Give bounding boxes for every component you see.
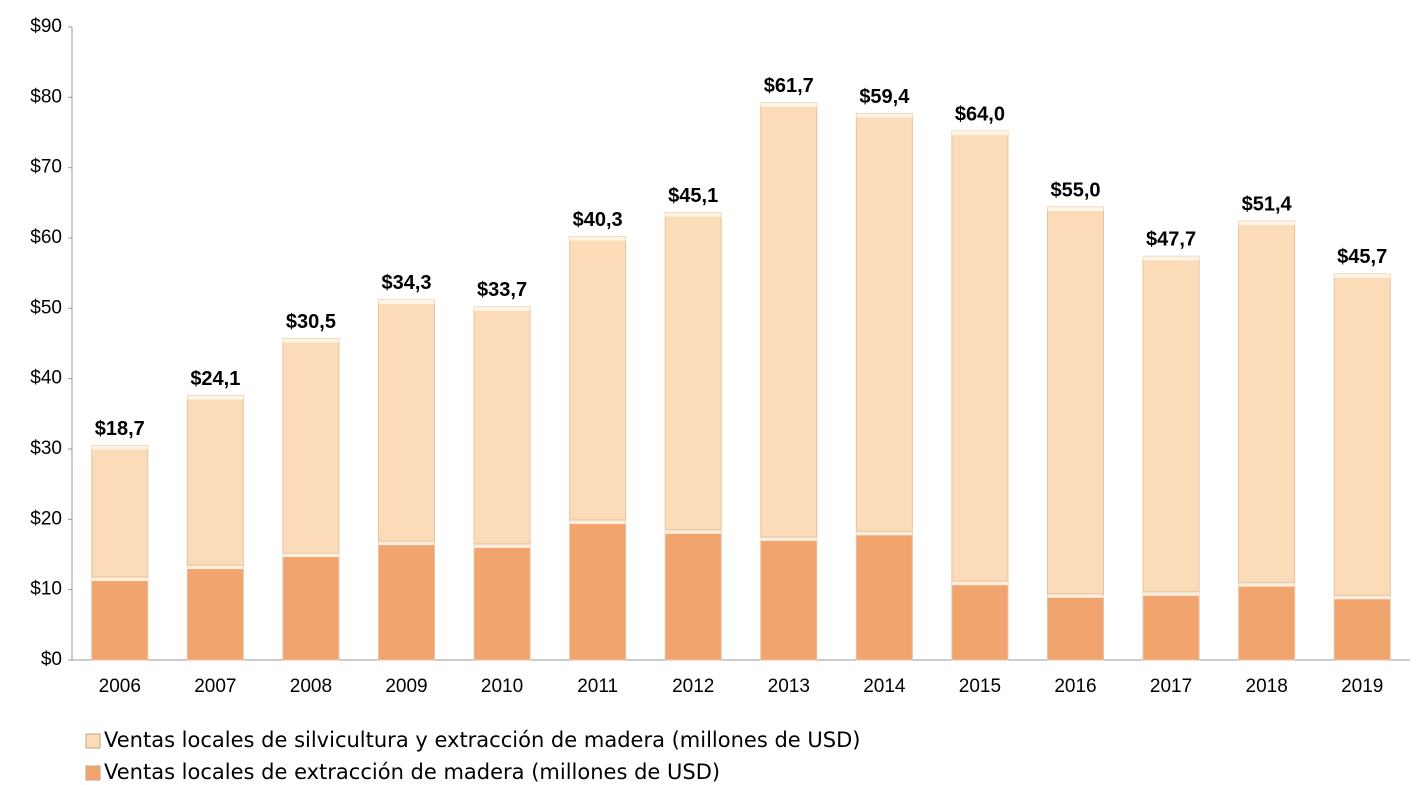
bar-segment [951, 130, 1009, 582]
bar-segment [569, 236, 627, 521]
y-tick-label: $90 [30, 16, 62, 37]
x-tick-label: 2009 [385, 676, 427, 697]
legend-swatch [85, 765, 101, 781]
bar-segment [760, 536, 818, 661]
y-tick-label: $60 [30, 227, 62, 248]
x-tick-label: 2014 [863, 676, 906, 697]
value-label: $64,0 [955, 103, 1005, 125]
bar-segment [951, 580, 1009, 661]
bar-cap [665, 529, 722, 534]
bar-segment [664, 529, 722, 661]
value-label: $45,1 [668, 185, 718, 207]
y-tick-label: $50 [30, 297, 62, 318]
value-label: $51,4 [1242, 193, 1293, 215]
bar-segment [664, 212, 722, 531]
bar-segment [569, 519, 627, 661]
bar-cap [856, 113, 913, 118]
bar-cap [1238, 221, 1295, 226]
bar-cap [378, 299, 435, 304]
x-tick-label: 2017 [1150, 676, 1192, 697]
bar-cap [569, 520, 626, 525]
legend-swatch [85, 733, 101, 749]
bar-segment [1047, 593, 1104, 661]
legend-label: Ventas locales de silvicultura y extracc… [104, 728, 860, 752]
bar-segment [1333, 594, 1391, 661]
bar-segment [282, 338, 340, 554]
bar-cap [1334, 273, 1391, 278]
bar-cap [474, 543, 531, 548]
x-tick-label: 2011 [577, 676, 618, 697]
bar-segment [473, 543, 531, 661]
x-tick-label: 2010 [481, 676, 523, 697]
bar-segment [855, 530, 913, 661]
bar-cap [1334, 595, 1391, 600]
bar-cap [1047, 593, 1104, 598]
bar-cap [1143, 256, 1200, 261]
bar-segment [1047, 206, 1104, 595]
legend-label: Ventas locales de extracción de madera (… [104, 760, 720, 784]
bar-segment [186, 564, 244, 661]
bar-cap [187, 565, 244, 570]
value-label: $34,3 [381, 272, 431, 294]
value-label: $30,5 [286, 311, 336, 333]
x-tick-label: 2012 [672, 676, 714, 697]
value-label: $61,7 [764, 75, 814, 97]
y-tick-label: $40 [30, 368, 62, 389]
bar-segment [1142, 255, 1200, 593]
y-tick-label: $70 [30, 157, 62, 178]
y-tick-label: $0 [41, 649, 62, 670]
value-label: $33,7 [477, 279, 527, 301]
bar-segment [91, 444, 149, 578]
x-tick-label: 2015 [959, 676, 1001, 697]
y-tick-label: $30 [30, 438, 62, 459]
bar-segment [282, 552, 340, 661]
bar-segment [1238, 582, 1296, 661]
y-tick-label: $20 [30, 508, 62, 529]
value-label: $45,7 [1337, 246, 1387, 268]
bar-segment [378, 540, 435, 661]
bar-cap [378, 541, 435, 546]
value-label: $59,4 [859, 86, 910, 108]
x-tick-label: 2006 [99, 676, 141, 697]
bar-cap [760, 536, 817, 541]
x-tick-label: 2018 [1246, 676, 1288, 697]
bar-cap [569, 236, 626, 241]
bar-segment [855, 113, 913, 532]
bar-segment [1142, 591, 1200, 661]
bar-cap [1143, 591, 1200, 596]
value-label: $47,7 [1146, 229, 1196, 251]
bar-segment [1333, 273, 1391, 596]
value-label: $55,0 [1050, 179, 1100, 201]
bar-cap [474, 306, 531, 311]
bar-cap [1238, 582, 1295, 587]
bar-cap [91, 577, 148, 582]
bar-cap [187, 395, 244, 400]
bar-cap [760, 102, 817, 107]
bar-cap [665, 212, 722, 217]
bar-cap [951, 581, 1008, 586]
value-label: $40,3 [573, 209, 623, 231]
x-tick-label: 2007 [194, 676, 236, 697]
bar-cap [282, 553, 339, 558]
bar-cap [951, 131, 1008, 136]
y-tick-label: $10 [30, 579, 62, 600]
bar-cap [1047, 207, 1104, 212]
bar-cap [91, 445, 148, 450]
bar-segment [378, 299, 435, 542]
x-tick-label: 2016 [1054, 676, 1096, 697]
bar-cap [282, 338, 339, 343]
bar-segment [186, 395, 244, 566]
value-label: $24,1 [190, 368, 240, 390]
value-label: $18,7 [95, 418, 145, 440]
bar-segment [473, 306, 531, 545]
x-tick-label: 2019 [1341, 676, 1383, 697]
y-tick-label: $80 [30, 86, 62, 107]
bar-cap [856, 531, 913, 536]
bar-segment [91, 576, 149, 661]
bar-segment [760, 102, 818, 538]
x-tick-label: 2013 [768, 676, 810, 697]
x-tick-label: 2008 [290, 676, 332, 697]
bar-segment [1238, 220, 1296, 584]
